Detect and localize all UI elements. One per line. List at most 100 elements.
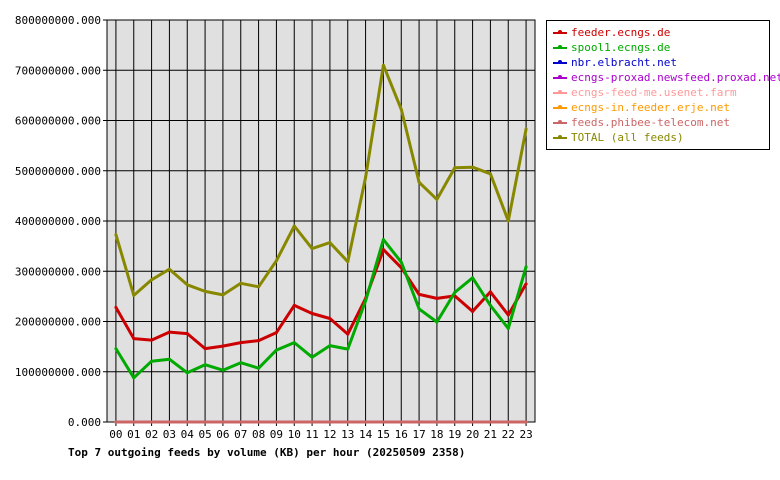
data-point [114, 347, 118, 351]
data-point [328, 241, 332, 245]
series-line-total-all-feeds- [114, 63, 528, 297]
legend-swatch [553, 60, 567, 64]
data-point [488, 303, 492, 307]
x-tick-label: 19 [448, 428, 461, 441]
legend-entry: feeds.phibee-telecom.net [553, 116, 730, 130]
data-point [274, 348, 278, 352]
data-point [239, 361, 243, 365]
data-point [381, 248, 385, 252]
x-tick-label: 17 [412, 428, 425, 441]
data-point [488, 172, 492, 176]
data-point [203, 289, 207, 293]
data-point [524, 265, 528, 269]
x-tick-label: 10 [288, 428, 301, 441]
data-point [417, 180, 421, 184]
data-point [221, 420, 225, 424]
x-tick-label: 22 [502, 428, 515, 441]
data-point [167, 420, 171, 424]
data-point [310, 247, 314, 251]
legend-entry: ecngs-in.feeder.erje.net [553, 101, 730, 115]
data-point [150, 278, 154, 282]
data-point [185, 420, 189, 424]
legend-entry: ecngs-proxad.newsfeed.proxad.net [553, 71, 780, 85]
legend-label: ecngs-proxad.newsfeed.proxad.net [571, 71, 780, 84]
y-tick-label: 700000000.000 [15, 64, 101, 77]
legend-swatch [553, 120, 567, 124]
legend-swatch [553, 75, 567, 79]
data-point [132, 420, 136, 424]
data-point [435, 320, 439, 324]
data-point [221, 293, 225, 297]
legend-entry: nbr.elbracht.net [553, 56, 677, 70]
data-point [310, 311, 314, 315]
legend-entry: ecngs-feed-me.usenet.farm [553, 86, 737, 100]
series-lines [114, 63, 528, 424]
x-tick-label: 12 [323, 428, 336, 441]
data-point [471, 420, 475, 424]
data-point [381, 420, 385, 424]
data-point [399, 260, 403, 264]
data-point [524, 127, 528, 131]
x-tick-label: 05 [198, 428, 211, 441]
data-point [399, 420, 403, 424]
data-point [453, 420, 457, 424]
data-point [417, 292, 421, 296]
y-tick-label: 100000000.000 [15, 366, 101, 379]
data-point [453, 166, 457, 170]
x-tick-label: 13 [341, 428, 354, 441]
data-point [132, 337, 136, 341]
data-point [292, 224, 296, 228]
data-point [417, 420, 421, 424]
data-point [328, 420, 332, 424]
data-point [114, 233, 118, 237]
data-point [488, 420, 492, 424]
data-point [399, 107, 403, 111]
data-point [274, 331, 278, 335]
data-point [239, 420, 243, 424]
data-point [381, 238, 385, 242]
data-point [114, 305, 118, 309]
data-point [328, 344, 332, 348]
y-tick-label: 300000000.000 [15, 265, 101, 278]
data-point [364, 420, 368, 424]
y-tick-label: 400000000.000 [15, 215, 101, 228]
data-point [132, 376, 136, 380]
data-point [185, 283, 189, 287]
x-tick-label: 14 [359, 428, 373, 441]
data-point [346, 347, 350, 351]
x-tick-label: 09 [270, 428, 283, 441]
legend-swatch [553, 90, 567, 94]
data-point [167, 330, 171, 334]
legend-entry: feeder.ecngs.de [553, 26, 670, 40]
data-point [488, 290, 492, 294]
x-tick-label: 11 [305, 428, 318, 441]
data-point [257, 366, 261, 370]
y-tick-label: 800000000.000 [15, 14, 101, 27]
data-point [506, 219, 510, 223]
x-tick-label: 04 [181, 428, 195, 441]
x-tick-label: 01 [127, 428, 140, 441]
data-point [203, 363, 207, 367]
data-point [417, 307, 421, 311]
data-point [310, 355, 314, 359]
x-tick-label: 21 [484, 428, 497, 441]
x-tick-label: 15 [377, 428, 390, 441]
legend-label: nbr.elbracht.net [571, 56, 677, 69]
data-point [328, 316, 332, 320]
data-point [453, 290, 457, 294]
legend-label: ecngs-in.feeder.erje.net [571, 101, 730, 114]
data-point [506, 420, 510, 424]
data-point [114, 420, 118, 424]
data-point [167, 357, 171, 361]
legend: feeder.ecngs.de spool1.ecngs.de nbr.elbrac… [546, 20, 780, 150]
data-point [257, 339, 261, 343]
data-point [185, 371, 189, 375]
legend-swatch [553, 30, 567, 34]
data-point [257, 420, 261, 424]
data-point [203, 420, 207, 424]
data-point [506, 327, 510, 331]
legend-entry: TOTAL (all feeds) [553, 131, 684, 145]
x-tick-label: 08 [252, 428, 265, 441]
data-point [524, 282, 528, 286]
